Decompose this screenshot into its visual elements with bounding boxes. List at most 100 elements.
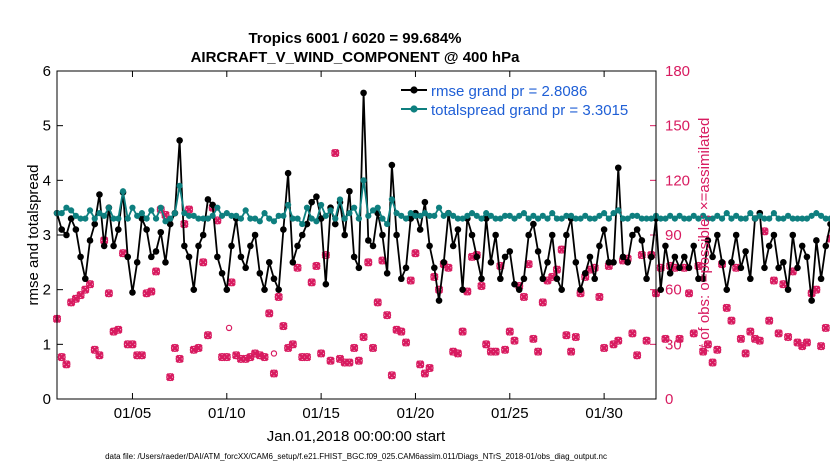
obs-possible-marker	[567, 347, 576, 356]
totalspread-point	[313, 218, 320, 225]
rmse-point	[775, 264, 782, 272]
totalspread-point	[86, 207, 94, 214]
totalspread-point	[648, 215, 655, 222]
obs-possible-marker	[269, 369, 279, 378]
y-right-tick-label: 180	[665, 63, 690, 80]
rmse-point	[275, 286, 282, 293]
obs-possible-marker	[307, 278, 316, 287]
rmse-point	[685, 264, 693, 272]
rmse-point	[317, 215, 325, 222]
rmse-point	[204, 196, 212, 203]
obs-possible-marker	[317, 349, 326, 358]
totalspread-point	[200, 215, 207, 222]
rmse-point	[143, 226, 150, 233]
rmse-point	[256, 269, 264, 277]
obs-possible-marker	[406, 276, 415, 285]
y-right-tick-label: 90	[665, 227, 682, 244]
y-left-tick-label: 5	[43, 118, 51, 135]
rmse-point	[383, 269, 391, 277]
obs-possible-marker	[477, 281, 486, 291]
rmse-point	[67, 215, 75, 222]
rmse-point	[369, 242, 377, 250]
totalspread-point	[327, 207, 334, 214]
obs-possible-marker	[769, 276, 778, 285]
obs-possible-marker	[401, 338, 411, 347]
rmse-point	[454, 226, 462, 233]
totalspread-point	[407, 210, 414, 217]
totalspread-point	[756, 212, 763, 219]
totalspread-point	[218, 212, 226, 219]
obs-possible-marker	[519, 292, 528, 302]
obs-possible-marker	[321, 250, 330, 260]
rmse-point	[195, 242, 202, 250]
rmse-point	[398, 275, 405, 283]
obs-possible-marker	[510, 336, 519, 345]
obs-possible-marker	[600, 343, 609, 353]
obs-possible-marker	[817, 342, 826, 351]
rmse-point	[728, 259, 735, 266]
totalspread-point	[780, 215, 787, 222]
obs-possible-marker	[137, 351, 146, 360]
rmse-point	[96, 191, 103, 198]
totalspread-point	[728, 215, 735, 222]
obs-possible-marker	[85, 280, 95, 289]
obs-possible-marker	[420, 369, 429, 378]
rmse-point	[695, 275, 702, 283]
totalspread-point	[242, 207, 249, 214]
rmse-point	[624, 259, 632, 266]
totalspread-point	[506, 212, 513, 219]
totalspread-point	[572, 215, 579, 222]
totalspread-point	[718, 215, 726, 222]
totalspread-point	[162, 218, 169, 225]
rmse-point	[364, 237, 372, 244]
obs-possible-marker	[633, 351, 642, 360]
totalspread-point	[171, 210, 179, 217]
rmse-point	[784, 286, 792, 293]
rmse-point	[218, 269, 226, 277]
rmse-point	[558, 286, 565, 293]
rmse-point	[709, 253, 716, 261]
totalspread-point	[270, 218, 278, 225]
obs-possible-marker	[529, 334, 538, 343]
rmse-point	[110, 242, 117, 250]
obs-possible-marker	[312, 261, 321, 271]
rmse-point	[817, 275, 825, 283]
rmse-point	[563, 231, 570, 239]
footer-data-file: data file: /Users/raeder/DAI/ATM_forcXX/…	[105, 452, 607, 461]
rmse-point	[138, 215, 146, 222]
rmse-point	[492, 231, 499, 239]
y-right-tick-label: 0	[665, 391, 673, 408]
totalspread-point	[195, 215, 202, 222]
totalspread-point	[704, 215, 711, 222]
rmse-point	[539, 275, 547, 283]
rmse-point	[402, 264, 410, 272]
totalspread-point	[563, 212, 570, 219]
obs-possible-marker	[222, 353, 231, 362]
rmse-point	[459, 286, 466, 293]
rmse-point	[261, 286, 268, 293]
totalspread-point	[671, 215, 678, 222]
y-axis-right-label: # of obs: o=possible; ×=assimilated	[696, 118, 713, 353]
totalspread-point	[77, 215, 84, 222]
obs-possible-marker	[736, 334, 745, 343]
totalspread-point	[544, 215, 551, 222]
totalspread-point	[577, 215, 584, 222]
chart-title-line1: Tropics 6001 / 6020 = 99.684%	[248, 30, 461, 47]
rmse-point	[671, 253, 679, 261]
obs-possible-marker	[302, 353, 312, 362]
rmse-point	[657, 286, 665, 293]
rmse-point	[511, 280, 518, 288]
totalspread-point	[634, 212, 641, 219]
totalspread-point	[464, 212, 471, 219]
rmse-point	[388, 161, 396, 169]
totalspread-point	[138, 210, 145, 217]
obs-possible-marker	[722, 303, 731, 312]
totalspread-point	[82, 215, 89, 222]
obs-possible-marker	[166, 373, 175, 382]
rmse-point	[303, 220, 311, 228]
totalspread-point	[662, 215, 669, 222]
obs-possible-marker	[274, 292, 283, 302]
y-axis-left-label: rmse and totalspread	[25, 165, 42, 306]
rmse-point	[346, 187, 353, 195]
